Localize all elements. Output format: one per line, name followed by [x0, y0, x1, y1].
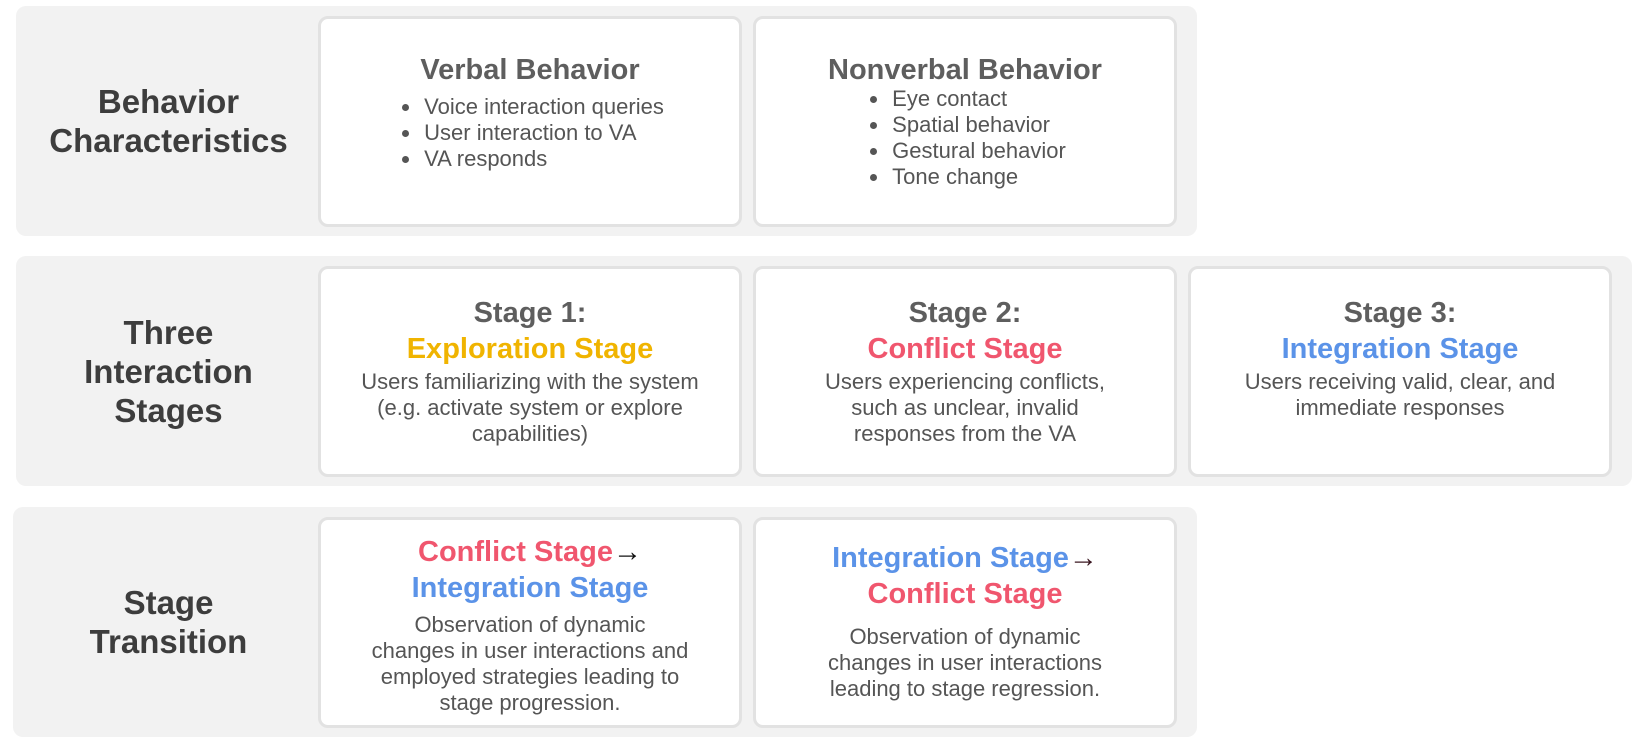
progression-card: Conflict Stage→ Integration Stage Observ…: [318, 517, 742, 728]
verbal-behavior-title: Verbal Behavior: [420, 54, 640, 86]
stage-3-name: Integration Stage: [1281, 333, 1519, 365]
behavior-characteristics-label: Behavior Characteristics: [49, 83, 288, 159]
nonverbal-behavior-list: Eye contact Spatial behavior Gestural be…: [864, 86, 1066, 190]
stage-3-description: Users receiving valid, clear, and immedi…: [1244, 369, 1556, 420]
regression-description: Observation of dynamic changes in user i…: [828, 624, 1102, 701]
list-item: Tone change: [890, 164, 1066, 190]
stage-2-card: Stage 2: Conflict Stage Users experienci…: [753, 266, 1177, 477]
progression-description: Observation of dynamic changes in user i…: [371, 612, 689, 715]
stage-1-name: Exploration Stage: [406, 333, 654, 365]
list-item: Eye contact: [890, 86, 1066, 112]
verbal-behavior-list: Voice interaction queries User interacti…: [396, 94, 664, 172]
list-item: Spatial behavior: [890, 112, 1066, 138]
list-item: VA responds: [422, 146, 664, 172]
arrow-right-icon: →: [1068, 542, 1098, 574]
list-item: Voice interaction queries: [422, 94, 664, 120]
stage-1-number: Stage 1:: [473, 297, 587, 329]
regression-card: Integration Stage→ Conflict Stage Observ…: [753, 517, 1177, 728]
arrow-right-icon: →: [612, 536, 642, 568]
regression-to-stage: Conflict Stage: [867, 578, 1063, 610]
stage-2-number: Stage 2:: [908, 297, 1022, 329]
interaction-stages-label: Three Interaction Stages: [84, 313, 253, 429]
stage-1-card: Stage 1: Exploration Stage Users familia…: [318, 266, 742, 477]
progression-heading: Conflict Stage→: [418, 534, 642, 570]
stage-2-description: Users experiencing conflicts, such as un…: [824, 369, 1105, 446]
list-item: Gestural behavior: [890, 138, 1066, 164]
progression-from-stage: Conflict Stage: [418, 536, 613, 568]
stage-3-number: Stage 3:: [1343, 297, 1457, 329]
list-item: User interaction to VA: [422, 120, 664, 146]
regression-from-stage: Integration Stage: [832, 542, 1069, 574]
verbal-behavior-card: Verbal Behavior Voice interaction querie…: [318, 16, 742, 227]
nonverbal-behavior-card: Nonverbal Behavior Eye contact Spatial b…: [753, 16, 1177, 227]
progression-to-stage: Integration Stage: [411, 572, 649, 604]
stage-transition-label: Stage Transition: [89, 584, 248, 660]
regression-heading: Integration Stage→: [832, 540, 1098, 576]
stage-1-description: Users familiarizing with the system (e.g…: [361, 369, 699, 446]
nonverbal-behavior-title: Nonverbal Behavior: [828, 54, 1102, 86]
stage-3-card: Stage 3: Integration Stage Users receivi…: [1188, 266, 1612, 477]
stage-2-name: Conflict Stage: [867, 333, 1063, 365]
